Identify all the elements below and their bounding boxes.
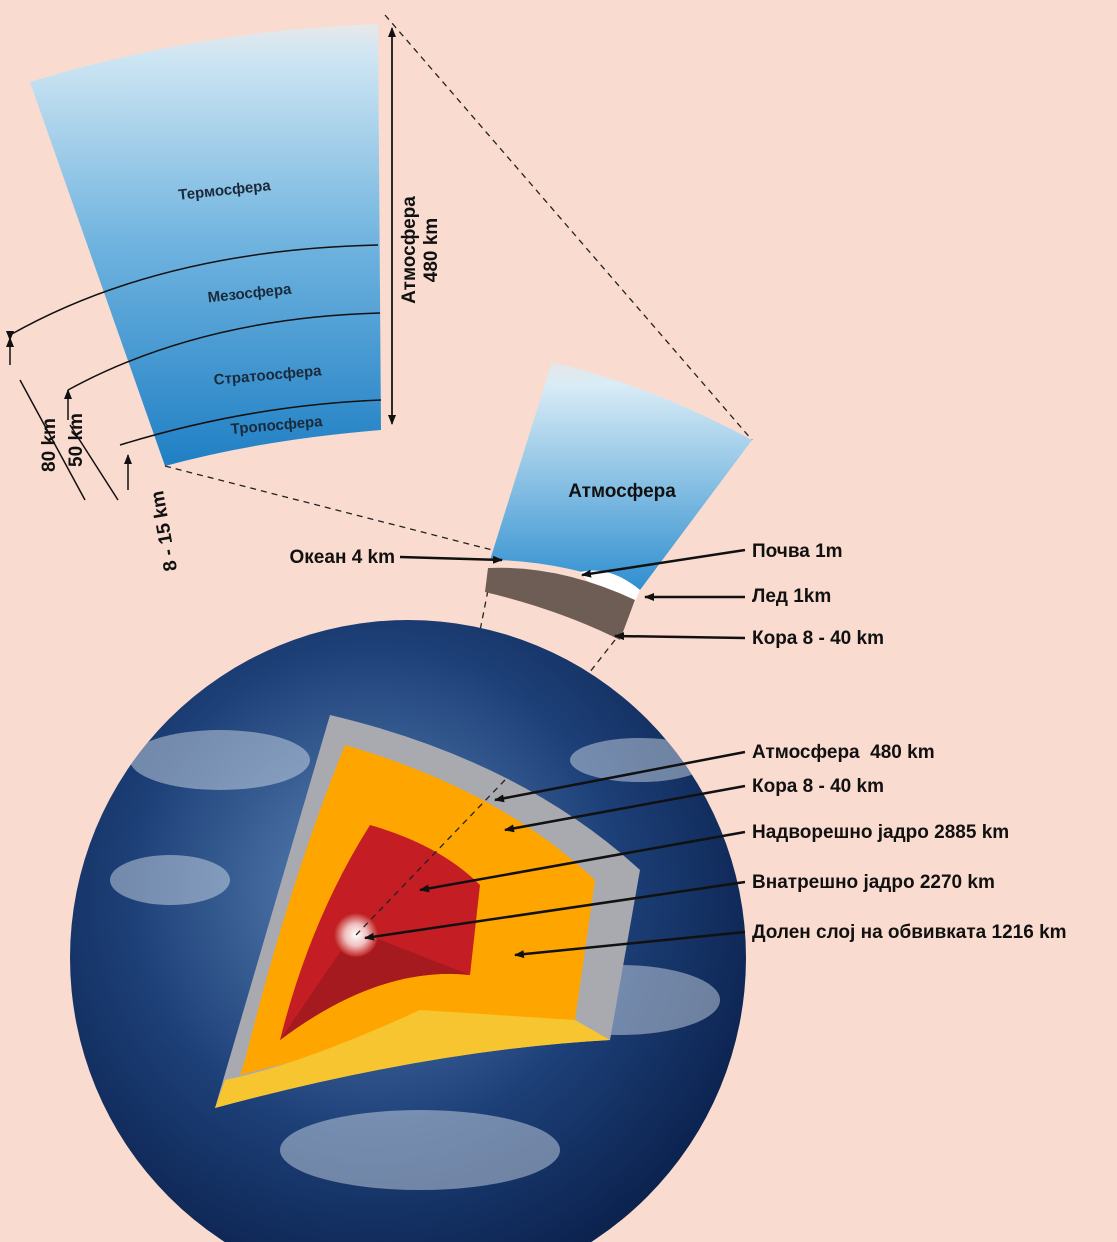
surface-label: Океан 4 km bbox=[290, 547, 395, 568]
pointer bbox=[504, 784, 746, 833]
height-label: 50 km bbox=[66, 413, 87, 467]
surface-title: Атмосфера bbox=[568, 481, 676, 502]
surface-wedge bbox=[490, 362, 752, 590]
earth-label: Внатрешно јадро 2270 km bbox=[752, 872, 995, 893]
cutaway-mantle-side bbox=[215, 1010, 610, 1108]
pointer bbox=[614, 632, 746, 641]
total-height: 480 km bbox=[421, 218, 442, 282]
pointer bbox=[514, 930, 746, 959]
layer-boundary bbox=[119, 399, 382, 446]
radius-line bbox=[355, 779, 506, 936]
zoom-line bbox=[384, 14, 753, 441]
layer-boundary bbox=[9, 244, 379, 336]
height-line bbox=[69, 424, 119, 501]
atmosphere-wedge bbox=[30, 24, 381, 466]
earth-label: Кора 8 - 40 km bbox=[752, 776, 884, 797]
height-line bbox=[19, 379, 86, 501]
height-label: 80 km bbox=[39, 418, 60, 472]
cutaway-outer-core-side bbox=[280, 930, 470, 1040]
surface-label: Почва 1m bbox=[752, 541, 843, 562]
surface-label: Кора 8 - 40 km bbox=[752, 628, 884, 649]
pointer bbox=[399, 555, 503, 564]
crust bbox=[485, 567, 635, 640]
pointer bbox=[581, 548, 746, 578]
earth-label: Надворешно јадро 2885 km bbox=[752, 822, 1009, 843]
layer-boundary bbox=[67, 312, 381, 391]
pointer bbox=[364, 880, 746, 941]
pointer bbox=[419, 830, 746, 893]
surface-label: Лед 1km bbox=[752, 586, 831, 607]
pointer bbox=[494, 750, 746, 803]
earth-label: Атмосфера 480 km bbox=[752, 742, 935, 763]
height-label: 8 - 15 km bbox=[147, 489, 182, 573]
total-label: Атмосфера bbox=[399, 196, 420, 304]
zoom-line bbox=[164, 465, 501, 553]
earth-label: Долен слој на обвивката 1216 km bbox=[752, 922, 1067, 943]
